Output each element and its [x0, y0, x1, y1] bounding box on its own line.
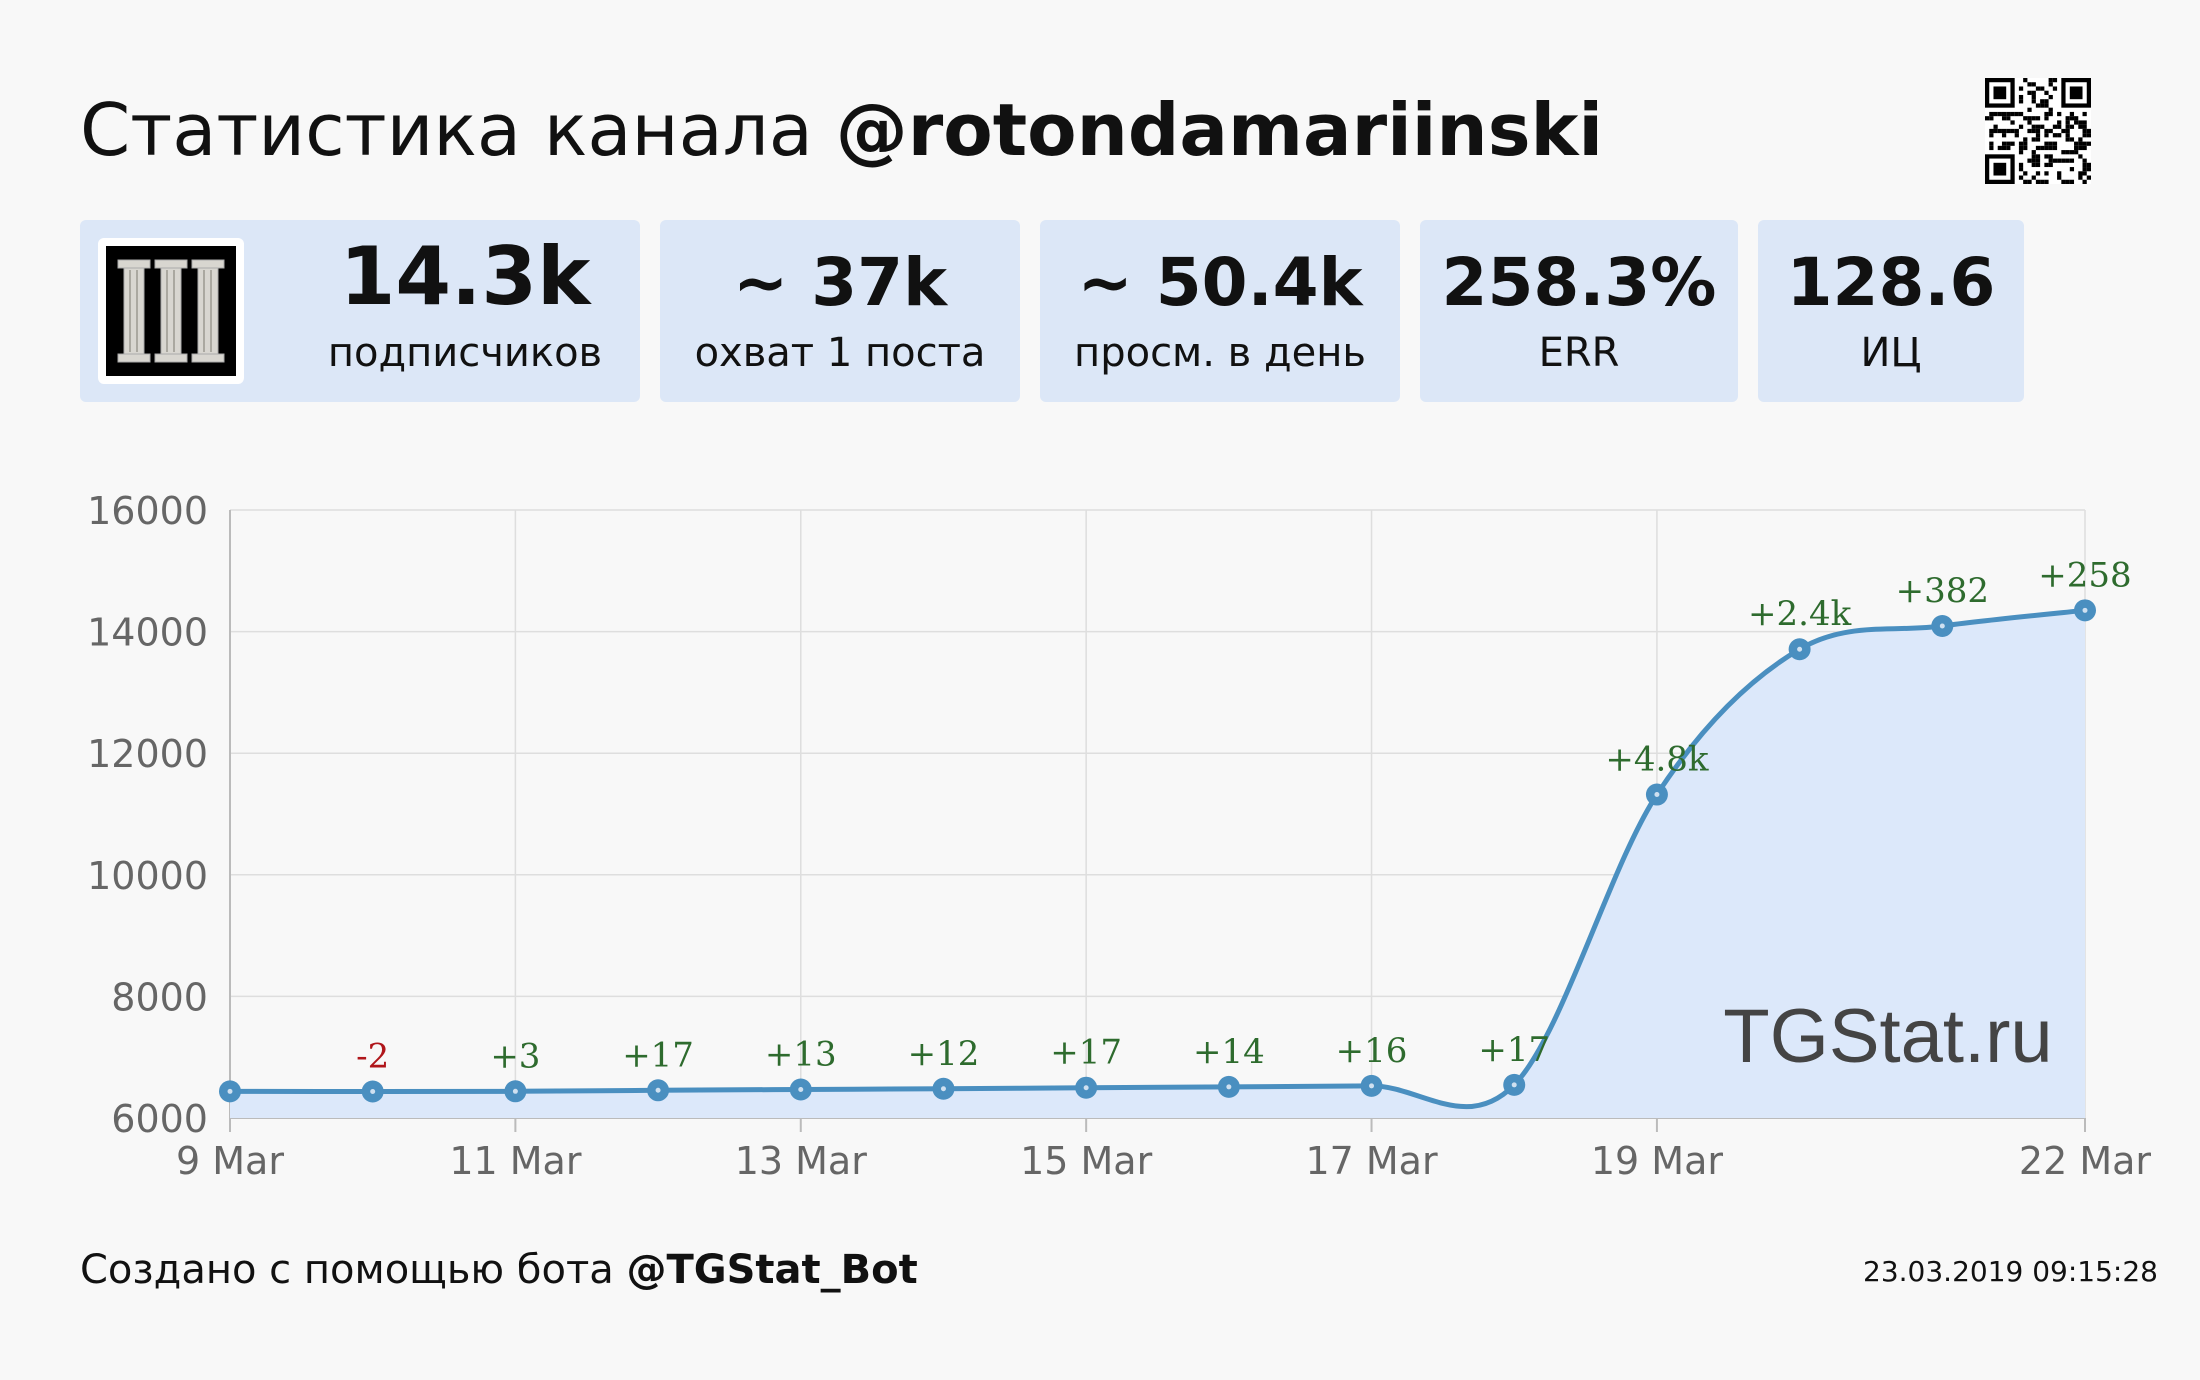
data-label: +14 — [1193, 1032, 1265, 1072]
data-point-center — [1369, 1083, 1375, 1089]
data-label: +3 — [490, 1036, 540, 1076]
data-point-center — [1083, 1085, 1089, 1091]
watermark: TGStat.ru — [1723, 994, 2052, 1079]
data-label: +13 — [765, 1034, 837, 1074]
stat-label: охват 1 поста — [694, 330, 986, 376]
x-tick-label: 11 Mar — [449, 1139, 582, 1183]
y-tick-label: 14000 — [87, 611, 208, 655]
data-point-center — [655, 1087, 661, 1093]
x-tick-label: 22 Mar — [2019, 1139, 2152, 1183]
qr-code-icon[interactable] — [1985, 78, 2091, 184]
stat-label: просм. в день — [1074, 330, 1366, 376]
stat-value: 14.3k — [339, 230, 591, 323]
data-label: +17 — [1478, 1030, 1550, 1070]
y-tick-label: 10000 — [87, 854, 208, 898]
channel-name: @rotondamariinski — [835, 88, 1604, 172]
data-label: +17 — [622, 1035, 694, 1075]
timestamp: 23.03.2019 09:15:28 — [1863, 1255, 2158, 1288]
data-label: +12 — [908, 1034, 980, 1074]
data-point-center — [798, 1086, 804, 1092]
stat-value: ~ 50.4k — [1077, 244, 1363, 321]
data-point-center — [940, 1086, 946, 1092]
data-point-center — [370, 1088, 376, 1094]
stat-label: подписчиков — [327, 330, 603, 376]
data-point-center — [227, 1088, 233, 1094]
stat-label: ERR — [1538, 330, 1620, 376]
stat-value: ~ 37k — [732, 244, 948, 321]
page-title: Статистика канала @rotondamariinski — [80, 80, 1603, 180]
data-label: +17 — [1050, 1033, 1122, 1073]
stat-value: 258.3% — [1441, 244, 1717, 321]
data-label: -2 — [356, 1036, 389, 1076]
data-label: +258 — [2038, 555, 2131, 595]
stat-card-daily-views: ~ 50.4k просм. в день — [1040, 220, 1400, 402]
stat-label: ИЦ — [1860, 330, 1922, 376]
x-tick-label: 15 Mar — [1020, 1139, 1153, 1183]
x-tick-label: 17 Mar — [1305, 1139, 1438, 1183]
data-label: +382 — [1896, 571, 1989, 611]
series-area — [230, 610, 2085, 1118]
y-tick-label: 12000 — [87, 732, 208, 776]
data-point-center — [1511, 1082, 1517, 1088]
data-point-center — [512, 1088, 518, 1094]
y-tick-label: 16000 — [87, 489, 208, 533]
data-point-center — [2082, 607, 2088, 613]
subscribers-chart: 6000 8000 10000 12000 14000 16000 9 Mar 11 Mar 1… — [87, 489, 2152, 1183]
data-point-center — [1226, 1084, 1232, 1090]
data-label: +4.8k — [1605, 740, 1709, 780]
data-point-center — [1797, 646, 1803, 652]
bot-link[interactable]: @TGStat_Bot — [626, 1247, 918, 1293]
channel-avatar[interactable] — [98, 238, 244, 384]
data-label: +2.4k — [1748, 594, 1852, 634]
x-tick-label: 13 Mar — [735, 1139, 868, 1183]
data-point-center — [1939, 623, 1945, 629]
stat-card-citation-index: 128.6 ИЦ — [1758, 220, 2024, 402]
y-tick-label: 8000 — [111, 975, 208, 1019]
data-label: +16 — [1336, 1031, 1408, 1071]
footer-prefix: Создано с помощью бота — [80, 1247, 627, 1293]
title-prefix: Статистика канала — [80, 88, 836, 172]
columns-avatar-icon — [106, 246, 236, 376]
footer-credit: Создано с помощью бота @TGStat_Bot — [80, 1240, 918, 1300]
stat-card-reach: ~ 37k охват 1 поста — [660, 220, 1020, 402]
y-tick-label: 6000 — [111, 1097, 208, 1141]
stat-value: 128.6 — [1786, 244, 1996, 321]
stat-card-err: 258.3% ERR — [1420, 220, 1738, 402]
stat-card-subscribers: 14.3k подписчиков — [80, 220, 640, 402]
x-tick-label: 9 Mar — [176, 1139, 284, 1183]
data-point-center — [1654, 792, 1660, 798]
x-tick-label: 19 Mar — [1591, 1139, 1724, 1183]
